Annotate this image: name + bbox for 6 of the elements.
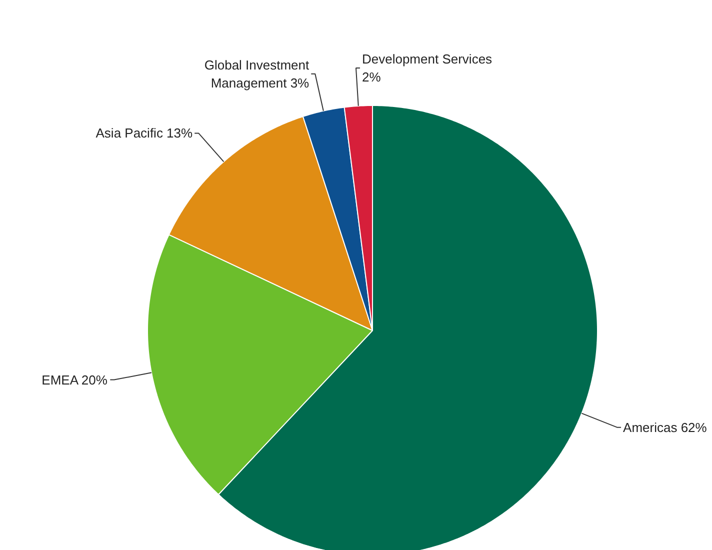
slice-label: Development Services [362,52,493,67]
slice-label: Global Investment Management 3% [204,57,310,90]
data-label: 2% [362,70,382,85]
slice-label: EMEA 20% [42,372,108,388]
slice-label: Americas 62% [623,420,708,435]
slice-label: Asia Pacific 13% [96,126,194,141]
